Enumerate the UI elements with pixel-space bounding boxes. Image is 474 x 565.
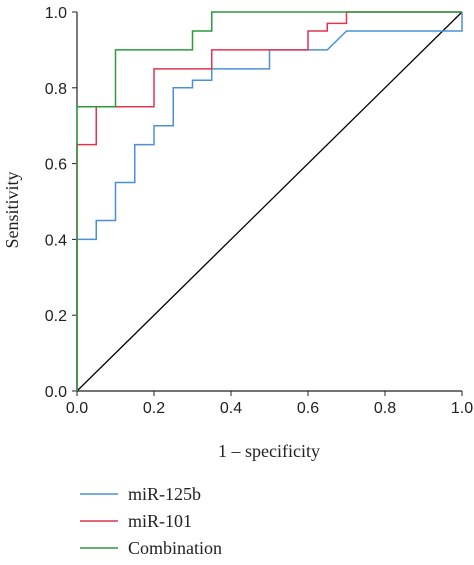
x-tick-label: 1.0 xyxy=(451,400,473,417)
y-tick-label: 0.2 xyxy=(45,308,67,325)
series-line-mir-101 xyxy=(76,11,462,391)
legend: miR-125b miR-101 Combination xyxy=(80,484,222,558)
legend-label-mir-101: miR-101 xyxy=(128,511,192,531)
reference-diagonal xyxy=(76,11,463,392)
plot-area: 0.0 0.2 0.4 0.6 0.8 1.0 0.0 0.2 0.4 0.6 0.8 1.0 xyxy=(45,5,473,417)
y-axis-title: Sensitivity xyxy=(2,171,22,248)
legend-label-combination: Combination xyxy=(128,538,222,558)
x-tick-label: 0.6 xyxy=(297,400,319,417)
y-tick-label: 1.0 xyxy=(45,5,67,22)
x-tick-label: 0.2 xyxy=(143,400,165,417)
x-axis-title: 1 – specificity xyxy=(218,441,320,461)
x-tick-label: 0.8 xyxy=(374,400,396,417)
y-tick-label: 0.0 xyxy=(45,384,67,401)
x-tick-label: 0.0 xyxy=(66,400,88,417)
y-tick-label: 0.6 xyxy=(45,157,67,174)
legend-label-mir-125b: miR-125b xyxy=(128,484,201,504)
y-tick-label: 0.4 xyxy=(45,232,67,249)
x-tick-label: 0.4 xyxy=(220,400,242,417)
y-tick-label: 0.8 xyxy=(45,81,67,98)
series-line-combination xyxy=(76,11,462,391)
